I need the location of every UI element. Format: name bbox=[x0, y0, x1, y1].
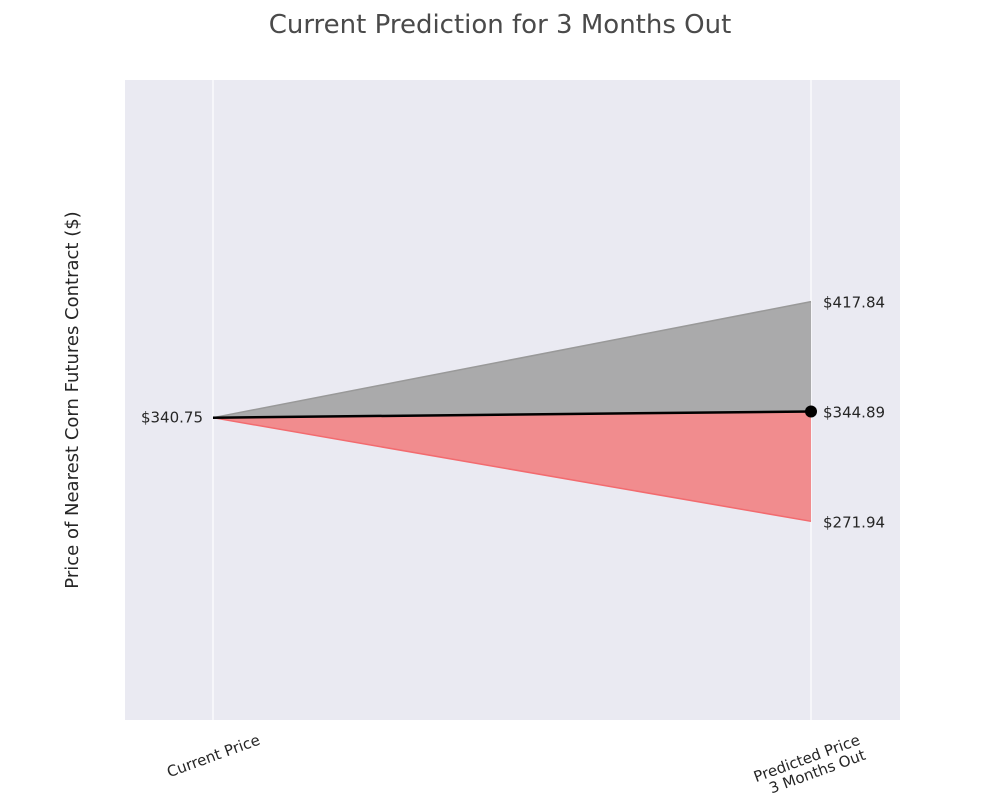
x-tick-label-current: Current Price bbox=[164, 731, 262, 781]
lower-bound-label: $271.94 bbox=[823, 513, 885, 531]
chart-title: Current Prediction for 3 Months Out bbox=[268, 10, 732, 40]
lower-range-area bbox=[213, 411, 811, 522]
x-tick-label-text: Current Price bbox=[164, 731, 262, 781]
x-tick-label-line: Current Price bbox=[164, 731, 262, 781]
current-price-label: $340.75 bbox=[141, 409, 203, 427]
upper-bound-label: $417.84 bbox=[823, 294, 885, 312]
upper-range-edge bbox=[212, 300, 812, 419]
predicted-price-label: $344.89 bbox=[823, 403, 885, 421]
x-tick-label-predicted: Predicted Price3 Months Out bbox=[751, 731, 868, 800]
lower-range-edge bbox=[212, 416, 812, 523]
y-axis-label: Price of Nearest Corn Futures Contract (… bbox=[62, 211, 83, 588]
predicted-price-point bbox=[805, 405, 817, 418]
x-tick-label-text: Predicted Price3 Months Out bbox=[751, 731, 868, 800]
prediction-line bbox=[212, 410, 812, 419]
